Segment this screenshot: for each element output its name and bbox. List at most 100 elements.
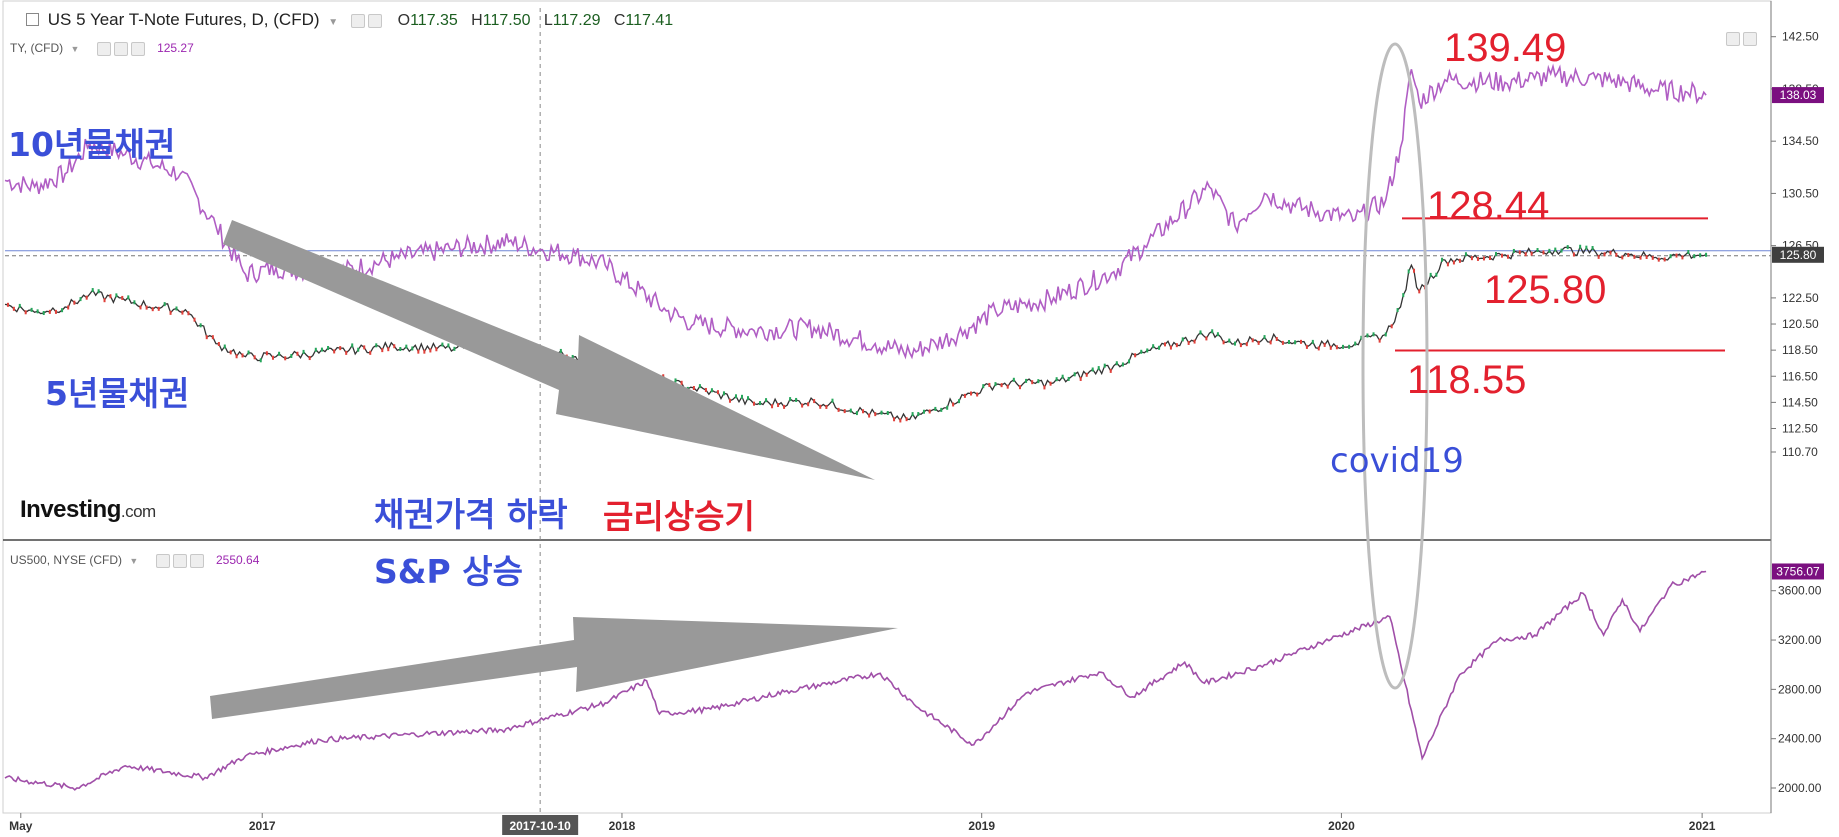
lower-dropdown-icon[interactable]: ▼	[129, 556, 139, 566]
five-year-candle	[133, 300, 136, 305]
five-year-candle	[1488, 255, 1491, 260]
crosshair-price-tag-label: 125.80	[1780, 248, 1817, 262]
five-year-candle	[345, 350, 348, 355]
x-tick-label: 2021	[1689, 819, 1716, 833]
collapse-icon[interactable]	[26, 13, 39, 27]
five-year-candle	[1645, 255, 1648, 260]
five-year-candle	[1000, 383, 1003, 388]
five-year-candle	[674, 378, 677, 383]
five-year-candle	[271, 355, 274, 360]
upper-y-tick-label: 114.50	[1782, 395, 1818, 409]
five-year-candle	[1245, 342, 1248, 347]
settings-icon[interactable]	[367, 13, 382, 28]
lower-y-tick-label: 2400.00	[1778, 732, 1822, 746]
five-year-candle	[67, 305, 70, 310]
overlay-dropdown-icon[interactable]: ▼	[70, 44, 80, 54]
five-year-candle	[698, 384, 701, 389]
pane-down-icon[interactable]	[1726, 31, 1740, 46]
overlay-symbol[interactable]: TY, (CFD)	[10, 41, 64, 55]
annotation-rate-rise: 금리상승기	[603, 497, 755, 536]
five-year-candle	[1169, 345, 1172, 350]
five-year-candle	[1585, 245, 1588, 250]
five-year-candle	[193, 317, 196, 322]
main-symbol-title[interactable]: US 5 Year T-Note Futures, D, (CFD)	[47, 10, 320, 29]
five-year-candle	[813, 399, 816, 404]
five-year-candle	[1360, 335, 1363, 340]
high-label: H	[471, 12, 483, 29]
five-year-candle	[1621, 255, 1624, 260]
five-year-candle	[1239, 343, 1242, 348]
five-year-candle	[946, 405, 949, 410]
five-year-candle	[127, 295, 130, 300]
five-year-candle	[1205, 336, 1208, 341]
annotation-sp-rise: S&P 상승	[374, 552, 523, 591]
five-year-candle	[363, 345, 366, 350]
overlay-close-icon[interactable]	[130, 41, 145, 56]
crosshair-date-box	[502, 815, 579, 835]
x-tick-label: 2018	[609, 819, 636, 833]
five-year-candle	[801, 403, 804, 408]
five-year-candle	[1591, 246, 1594, 251]
annotation-level-125: 125.80	[1484, 268, 1607, 312]
lower-symbol[interactable]: US500, NYSE (CFD)	[10, 553, 123, 567]
five-year-candle	[1441, 257, 1444, 262]
five-year-candle	[211, 335, 214, 340]
five-year-candle	[795, 397, 798, 402]
five-year-candle	[48, 309, 51, 314]
five-year-candle	[139, 305, 142, 310]
lower-close-icon[interactable]	[189, 553, 204, 568]
low-label: L	[543, 12, 553, 29]
five-year-candle	[1018, 385, 1021, 390]
five-year-candle	[1378, 338, 1381, 343]
five-year-candle	[1651, 255, 1654, 260]
overlay-eye-icon[interactable]	[96, 41, 111, 56]
pane-controls	[1726, 30, 1760, 48]
five-year-candle	[1470, 256, 1473, 261]
five-year-candle	[1609, 250, 1612, 255]
five-year-candle	[740, 394, 743, 399]
five-year-candle	[333, 349, 336, 354]
five-year-candle	[1287, 340, 1290, 345]
pane-maximize-icon[interactable]	[1743, 31, 1757, 46]
five-year-candle	[1501, 253, 1504, 258]
lower-value: 2550.64	[215, 553, 260, 567]
downtrend-arrow	[223, 220, 875, 480]
five-year-candle	[1542, 250, 1545, 255]
five-year-candle	[1251, 338, 1254, 343]
lower-settings-icon[interactable]	[172, 553, 187, 568]
five-year-candle	[1175, 343, 1178, 348]
five-year-candle	[1633, 254, 1636, 259]
five-year-candle	[911, 412, 914, 417]
five-year-candle	[1603, 252, 1606, 257]
five-year-candle	[30, 307, 33, 312]
five-year-candle	[1354, 341, 1357, 346]
covid-ellipse	[1361, 42, 1429, 690]
five-year-candle	[42, 311, 45, 316]
five-year-candle	[435, 347, 438, 352]
five-year-candle	[559, 348, 562, 353]
five-year-candle	[314, 347, 317, 352]
five-year-candle	[12, 306, 15, 311]
eye-icon[interactable]	[350, 13, 365, 28]
five-year-candle	[387, 347, 390, 352]
crosshair-date-label: 2017-10-10	[509, 819, 571, 833]
five-year-candle	[868, 413, 871, 418]
five-year-candle	[223, 344, 226, 349]
five-year-candle	[447, 343, 450, 348]
lower-eye-icon[interactable]	[155, 553, 170, 568]
five-year-candle	[1085, 372, 1088, 377]
overlay-settings-icon[interactable]	[113, 41, 128, 56]
five-year-candle	[181, 310, 184, 315]
upper-y-tick-label: 142.50	[1782, 30, 1819, 44]
five-year-candle	[1281, 340, 1284, 345]
five-year-candle	[1146, 348, 1149, 353]
dropdown-icon[interactable]: ▼	[328, 17, 339, 28]
ohlc-readout: O117.35 H117.50 L117.29 C117.41	[398, 12, 674, 29]
five-year-candle	[1657, 257, 1660, 262]
five-year-candle	[1233, 341, 1236, 346]
upper-last-price-tag-label: 138.03	[1780, 88, 1817, 102]
five-year-candle	[1055, 377, 1058, 382]
lower-legend: US500, NYSE (CFD) ▼ 2550.64	[10, 553, 259, 568]
five-year-candle	[187, 311, 190, 316]
